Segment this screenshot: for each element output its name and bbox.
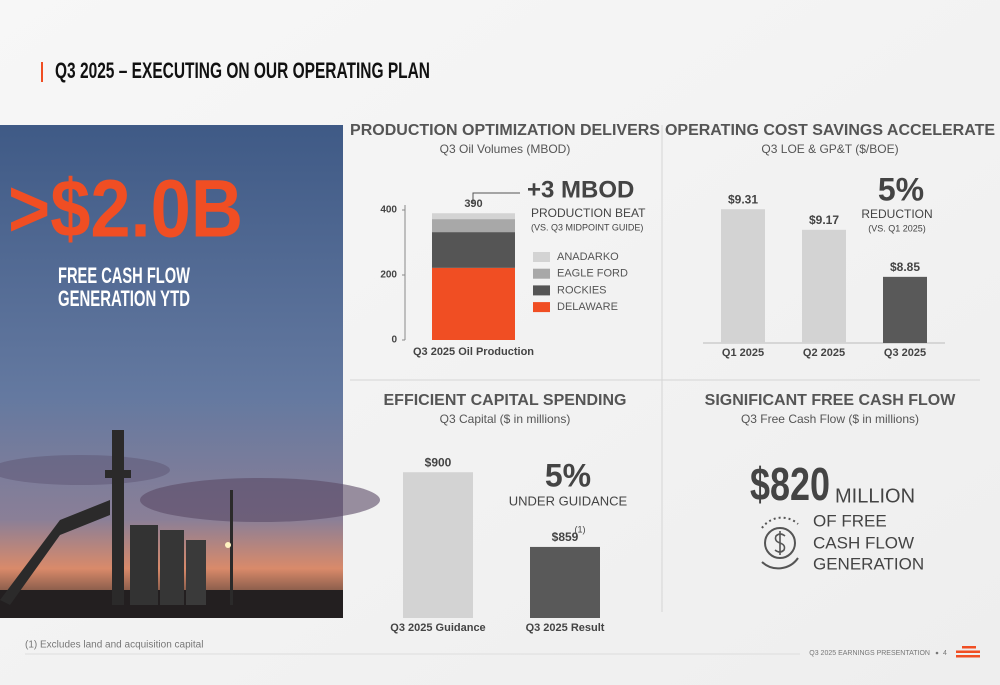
hero-line: GENERATION YTD — [58, 286, 190, 311]
legend-label: ROCKIES — [557, 284, 607, 296]
bar — [403, 472, 473, 618]
annotation-headline: 5% — [545, 457, 591, 493]
bar — [802, 229, 846, 343]
bar — [883, 276, 927, 343]
leader-line — [472, 192, 520, 203]
bar — [530, 546, 600, 618]
fcf-line: GENERATION — [813, 554, 924, 573]
panel-title: PRODUCTION OPTIMIZATION DELIVERS — [350, 122, 660, 139]
bar-segment — [432, 267, 515, 340]
bar-segment — [432, 232, 515, 268]
hero-photo — [0, 125, 380, 618]
panel-subtitle: Q3 Capital ($ in millions) — [440, 412, 571, 426]
value-label: $900 — [425, 455, 452, 469]
x-tick-label: Q1 2025 — [722, 347, 764, 359]
value-label: $859 — [552, 530, 579, 544]
panel-subtitle: Q3 LOE & GP&T ($/BOE) — [761, 142, 898, 156]
fcf-line: OF FREE — [813, 511, 887, 530]
bar-segment — [432, 219, 515, 233]
legend-swatch — [533, 302, 550, 313]
legend-label: EAGLE FORD — [557, 268, 628, 280]
hero-line: FREE CASH FLOW — [58, 263, 190, 288]
legend-swatch — [533, 252, 550, 262]
title-accent — [41, 62, 43, 82]
x-tick-label: Q3 2025 — [884, 347, 926, 359]
fcf-unit: MILLION — [835, 485, 915, 507]
bar — [721, 209, 765, 343]
x-tick-label: Q3 2025 Guidance — [390, 622, 485, 634]
bar-segment — [432, 213, 515, 220]
total-label: 390 — [464, 198, 482, 210]
legend-swatch — [533, 268, 550, 279]
panel-title: EFFICIENT CAPITAL SPENDING — [384, 392, 627, 409]
annotation-note: (VS. Q3 MIDPOINT GUIDE) — [531, 222, 643, 232]
footnote-marker: (1) — [575, 524, 586, 534]
fcf-amount: $820 — [750, 458, 830, 510]
panel-title: SIGNIFICANT FREE CASH FLOW — [705, 392, 957, 409]
y-tick-label: 400 — [380, 205, 397, 216]
dollar-icon — [761, 516, 799, 570]
annotation-note: (VS. Q1 2025) — [868, 223, 926, 233]
legend-label: ANADARKO — [557, 251, 619, 263]
annotation-text: UNDER GUIDANCE — [509, 493, 628, 508]
footnote: (1) Excludes land and acquisition capita… — [25, 640, 203, 651]
panel-title: OPERATING COST SAVINGS ACCELERATE — [665, 122, 995, 139]
value-label: $9.17 — [809, 213, 839, 227]
logo — [956, 646, 980, 658]
fcf-line: CASH FLOW — [813, 533, 914, 552]
x-tick-label: Q2 2025 — [803, 347, 845, 359]
footer-bullet — [935, 651, 939, 655]
legend-swatch — [533, 285, 550, 296]
hero-headline: >$2.0B — [8, 164, 243, 255]
x-tick-label: Q3 2025 Oil Production — [413, 346, 534, 358]
panel-subtitle: Q3 Free Cash Flow ($ in millions) — [741, 412, 919, 426]
annotation-text: PRODUCTION BEAT — [531, 206, 646, 220]
x-tick-label: Q3 2025 Result — [526, 622, 605, 634]
page-number: 4 — [943, 650, 947, 657]
value-label: $8.85 — [890, 260, 920, 274]
annotation-headline: +3 MBOD — [527, 176, 634, 203]
footer-deck: Q3 2025 EARNINGS PRESENTATION — [809, 650, 930, 657]
annotation-text: REDUCTION — [861, 207, 932, 221]
slide-title: Q3 2025 – EXECUTING ON OUR OPERATING PLA… — [55, 58, 430, 83]
annotation-headline: 5% — [878, 171, 924, 207]
legend-label: DELAWARE — [557, 301, 618, 313]
y-tick-label: 0 — [391, 335, 397, 346]
value-label: $9.31 — [728, 192, 758, 206]
y-tick-label: 200 — [380, 270, 397, 281]
panel-subtitle: Q3 Oil Volumes (MBOD) — [440, 142, 571, 156]
